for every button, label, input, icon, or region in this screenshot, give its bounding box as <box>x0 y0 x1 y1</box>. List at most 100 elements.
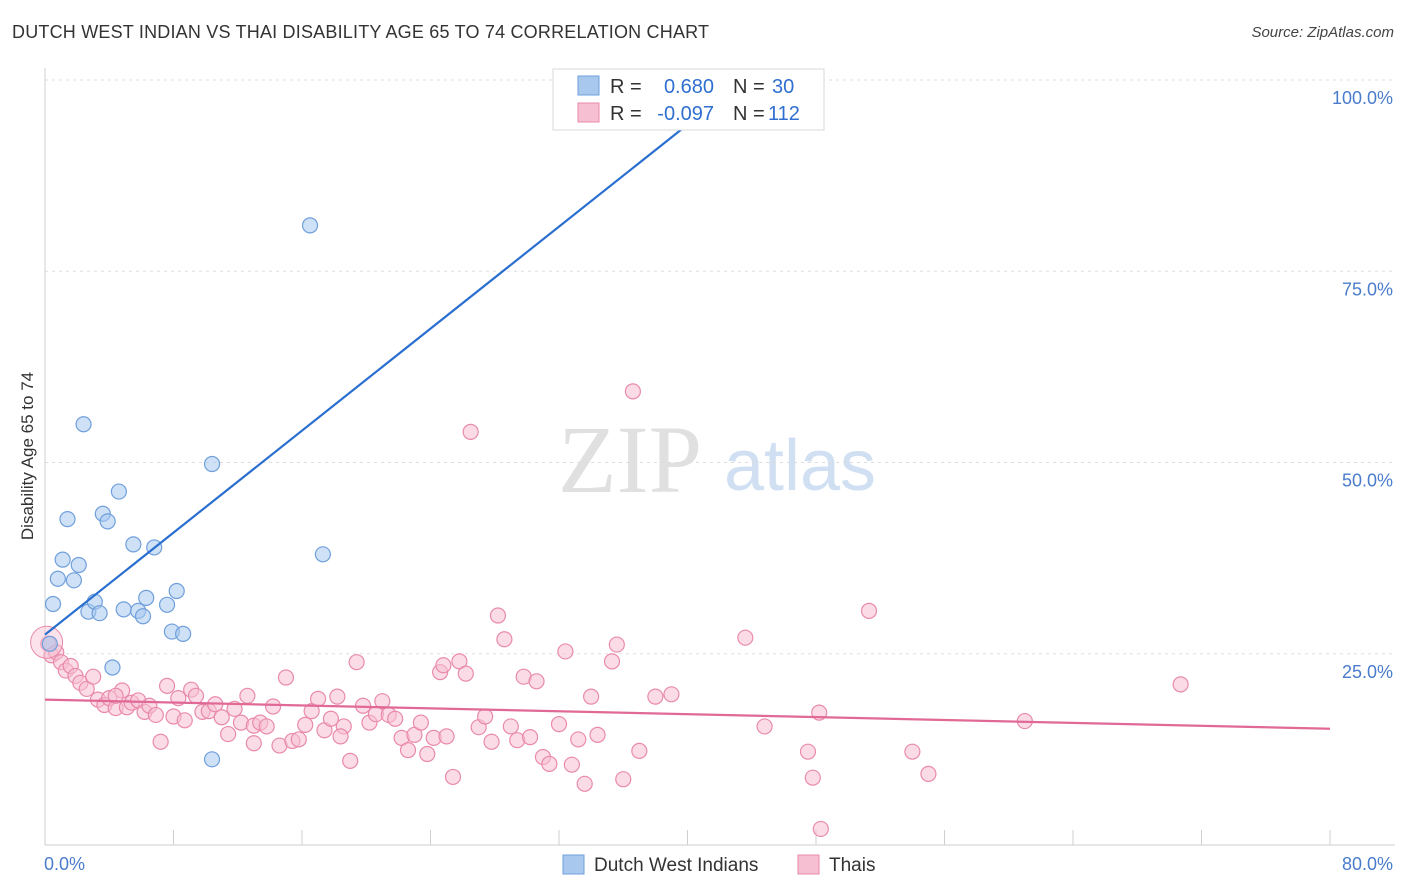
dutch-west-indians-point-23 <box>168 582 185 600</box>
thais-point-85 <box>563 756 580 773</box>
thais-point-20 <box>147 706 164 724</box>
trend-lines <box>44 117 1331 730</box>
thais-point-35 <box>239 687 256 704</box>
thais-point-48 <box>322 710 340 727</box>
dutch-west-indians-point-14 <box>110 483 127 500</box>
thais-point-75 <box>496 631 513 648</box>
chart-source: Source: ZipAtlas.com <box>1251 24 1394 41</box>
dutch-west-indians-point-4 <box>59 511 76 528</box>
thais-point-107 <box>1172 676 1189 693</box>
thais-point-69 <box>457 665 474 682</box>
thais-point-92 <box>615 771 632 788</box>
thais-trend-line <box>44 698 1331 730</box>
legend-swatch-thais[interactable] <box>797 854 820 875</box>
thais-point-58 <box>387 710 404 727</box>
thais-point-98 <box>756 718 773 735</box>
thais-point-41 <box>277 669 295 686</box>
stats-box: R = 0.680 N = 30 R = -0.097 N = 112 <box>552 68 825 131</box>
thais-point-43 <box>290 731 307 748</box>
dutch-west-indians-point-21 <box>158 596 176 613</box>
y-tick-label-25: 25.0% <box>1342 662 1393 682</box>
thais-point-74 <box>489 607 507 624</box>
thais-point-49 <box>329 688 346 705</box>
legend: Dutch West Indians Thais <box>562 854 875 876</box>
thais-point-51 <box>342 752 359 769</box>
thais-point-72 <box>477 708 494 725</box>
thais-point-89 <box>589 726 606 743</box>
thais-point-76 <box>502 718 519 735</box>
dutch-west-indians-point-24 <box>175 625 192 642</box>
thais-point-110 <box>332 728 349 745</box>
thais-point-94 <box>631 742 648 760</box>
dutch-west-indians-point-10 <box>91 605 108 622</box>
chart-title: DUTCH WEST INDIAN VS THAI DISABILITY AGE… <box>12 22 710 42</box>
gridlines <box>45 79 1395 655</box>
thais-point-38 <box>258 718 275 735</box>
thais-point-25 <box>176 712 193 729</box>
dutch-west-indians-point-6 <box>70 556 87 574</box>
thais-point-109 <box>245 735 262 752</box>
thais-point-67 <box>444 768 462 786</box>
thais-point-66 <box>438 728 455 745</box>
thais-point-56 <box>374 693 391 710</box>
x-ticks <box>173 830 1331 845</box>
thais-point-87 <box>576 775 593 792</box>
thais-point-84 <box>557 643 574 660</box>
thais-point-62 <box>412 714 429 731</box>
thais-point-79 <box>521 729 539 746</box>
thais-point-88 <box>583 688 600 705</box>
thais-point-97 <box>737 629 754 646</box>
series-dutch-west-indians <box>41 71 630 768</box>
thais-point-93 <box>624 383 641 400</box>
thais-point-86 <box>570 731 587 748</box>
thais-point-22 <box>158 677 176 694</box>
stats-r-label-2: R = <box>610 103 642 125</box>
y-tick-labels: 25.0% 50.0% 75.0% 100.0% <box>1332 88 1393 682</box>
thais-point-90 <box>603 653 621 670</box>
thais-point-96 <box>663 686 680 703</box>
thais-point-27 <box>187 687 205 704</box>
thais-point-108 <box>107 687 124 704</box>
dutch-west-indians-trend-line <box>44 117 697 636</box>
dutch-west-indians-point-19 <box>138 589 155 607</box>
axes <box>44 68 1395 846</box>
thais-point-31 <box>213 709 230 726</box>
stats-r-value-2: -0.097 <box>657 103 714 125</box>
thais-point-111 <box>435 657 452 674</box>
thais-point-105 <box>920 765 937 782</box>
thais-point-32 <box>220 725 237 743</box>
dutch-west-indians-point-3 <box>54 551 71 568</box>
stats-swatch-thais <box>577 102 600 123</box>
thais-point-63 <box>419 745 436 763</box>
dutch-west-indians-point-28 <box>314 546 331 563</box>
dutch-west-indians-point-26 <box>203 751 221 768</box>
legend-swatch-dutch-west-indians[interactable] <box>562 854 585 875</box>
legend-label-dutch-west-indians[interactable]: Dutch West Indians <box>594 855 758 876</box>
dutch-west-indians-point-18 <box>134 608 152 625</box>
thais-point-102 <box>812 820 829 838</box>
stats-r-value-1: 0.680 <box>664 76 714 98</box>
dutch-west-indians-point-0 <box>41 635 58 652</box>
series-thais <box>30 383 1189 838</box>
legend-label-thais[interactable]: Thais <box>829 855 875 876</box>
thais-point-95 <box>647 688 664 705</box>
thais-point-39 <box>264 698 282 715</box>
y-tick-label-75: 75.0% <box>1342 279 1393 299</box>
dutch-west-indians-point-25 <box>203 455 221 473</box>
watermark-atlas: atlas <box>724 426 876 506</box>
thais-point-73 <box>483 733 500 750</box>
stats-n-value-2: 112 <box>768 103 800 125</box>
thais-point-104 <box>904 743 921 760</box>
thais-point-9 <box>85 668 102 685</box>
thais-point-21 <box>152 733 169 750</box>
thais-point-82 <box>541 755 558 773</box>
thais-point-99 <box>799 743 817 760</box>
stats-n-label-2: N = <box>733 103 765 125</box>
dutch-west-indians-point-7 <box>75 416 92 433</box>
dutch-west-indians-point-15 <box>115 601 132 618</box>
dutch-west-indians-point-12 <box>99 513 116 530</box>
stats-n-label-1: N = <box>733 76 765 98</box>
thais-point-60 <box>399 742 417 759</box>
dutch-west-indians-point-1 <box>44 595 62 613</box>
